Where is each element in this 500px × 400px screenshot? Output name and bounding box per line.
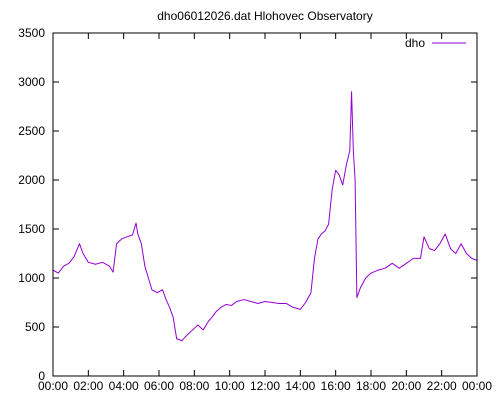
series-layer [52,91,478,342]
x-tick-label: 02:00 [73,379,103,393]
x-tick-label: 00:00 [38,379,68,393]
x-tick-label: 04:00 [109,379,139,393]
y-axis: 0 500 1000 1500 2000 2500 3000 3500 [18,26,477,383]
y-tick-label: 0 [38,369,45,383]
x-tick-label: 22:00 [427,379,457,393]
legend-label: dho [405,36,425,50]
y-tick-label: 2500 [18,124,45,138]
x-tick-label: 10:00 [215,379,245,393]
x-tick-label: 06:00 [144,379,174,393]
x-tick-label: 16:00 [321,379,351,393]
x-axis: 00:00 02:00 04:00 06:00 08:00 10:00 12:00 14:00… [38,33,492,393]
legend: dho [405,36,466,50]
x-tick-label: 18:00 [356,379,386,393]
y-tick-label: 1000 [18,271,45,285]
x-tick-label: 08:00 [179,379,209,393]
series-line-dho [52,91,478,342]
x-tick-label: 20:00 [391,379,421,393]
y-tick-label: 3500 [18,26,45,40]
chart-title: dho06012026.dat Hlohovec Observatory [157,9,372,23]
y-tick-label: 2000 [18,173,45,187]
x-tick-label: 14:00 [285,379,315,393]
y-tick-label: 3000 [18,75,45,89]
x-tick-label: 12:00 [250,379,280,393]
y-tick-label: 1500 [18,222,45,236]
x-tick-label: 00:00 [462,379,492,393]
y-tick-label: 500 [25,320,45,334]
